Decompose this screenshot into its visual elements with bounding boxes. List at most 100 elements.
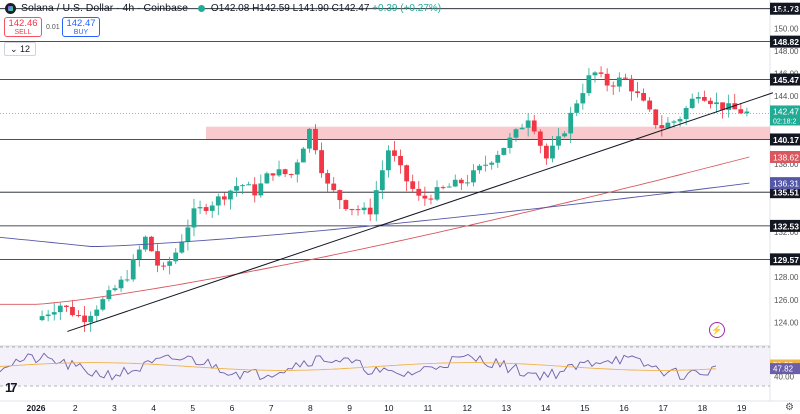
candle-body [677,119,683,122]
candle [659,115,665,137]
market-open-icon [197,4,205,12]
candle [732,93,738,110]
current-price-tag [770,105,800,126]
candle-body [252,184,258,196]
candle-body [307,128,312,149]
candle [203,203,209,215]
level-label: 145.47 [773,75,799,85]
candle-body [738,109,744,114]
candle-body [404,165,410,182]
candle [155,244,160,273]
sell-price: 142.46 [8,18,38,29]
countdown-label: 02:18:2 [773,118,796,125]
candle-body [398,155,403,166]
candle [136,245,142,267]
candle-body [695,96,701,99]
sell-button[interactable]: 142.46 SELL [4,17,42,37]
candle-body [440,187,446,189]
lightning-icon[interactable]: ⚡ [709,322,725,338]
candle-body [288,174,294,176]
candle [695,92,701,104]
candle [653,108,659,129]
candle-body [300,148,306,163]
candle [124,270,130,283]
candle [307,128,312,153]
candle-body [246,184,252,186]
candle-body [191,208,197,228]
level-tag [770,73,800,86]
candle-body [215,196,221,206]
candle [398,149,403,174]
ma-slow-tag-label: 136.31 [773,179,799,189]
candle-body [513,129,519,138]
candle-body [452,179,458,187]
candle [373,180,379,222]
ma-fast-tag [770,151,800,164]
candle-body [70,306,75,316]
candles [39,66,750,333]
candle [738,102,744,114]
candle-body [197,207,203,209]
candle-body [203,207,209,211]
x-tick-label: 17 [658,403,668,413]
candle [76,310,81,318]
candle [701,90,707,102]
candle [458,177,464,190]
candle [63,304,69,313]
candle [264,171,270,184]
candle-body [732,103,738,110]
level-label: 132.53 [773,221,799,231]
candle [434,180,440,202]
rsi-line [0,352,717,381]
candle-body [531,120,537,132]
spread-value: 0.01 [46,24,60,31]
level-label: 135.51 [773,188,799,198]
candle [270,173,276,181]
candle-body [392,150,397,156]
candle [574,99,580,117]
candle-body [665,122,671,129]
candle-body [647,100,653,110]
buy-button[interactable]: 142.47 BUY [62,17,100,37]
candle-body [45,314,51,317]
candle-body [343,200,349,210]
price-axis-bg [770,0,800,414]
candle-body [155,251,160,266]
y-tick-label: 148.00 [774,47,799,56]
candle-body [495,154,501,163]
candle [349,208,355,216]
candle-body [373,190,379,215]
candle [641,88,646,102]
price-change: +0.39 (+0.27%) [372,2,442,14]
candle [525,113,531,137]
symbol-title[interactable]: Solana / U.S. Dollar · 4h · Coinbase [21,2,188,14]
y-tick-label: 126.00 [774,296,799,305]
candle [452,174,458,187]
candle [519,123,525,130]
x-tick-label: 11 [424,403,433,413]
x-tick-label: 12 [462,403,472,413]
x-tick-label: 7 [269,403,274,413]
candle-body [580,93,586,104]
candle-body [641,93,646,101]
x-tick-label: 9 [347,403,352,413]
candle-body [282,169,288,175]
candle [531,114,537,135]
candle [100,296,106,312]
candle [252,177,258,203]
candle [556,128,561,150]
candle-body [537,131,543,146]
currency-label[interactable]: USD [776,4,796,14]
ma-slow-line [0,182,750,247]
candle-body [428,198,434,200]
candle [294,159,300,183]
indicator-toggle[interactable]: ⌄ 12 [4,42,37,56]
candle-body [458,179,464,184]
candle [483,155,489,172]
candle-body [701,96,707,101]
candle [94,305,100,322]
candle [88,311,94,332]
gear-icon[interactable]: ⚙ [785,402,794,413]
candle-body [543,145,549,159]
